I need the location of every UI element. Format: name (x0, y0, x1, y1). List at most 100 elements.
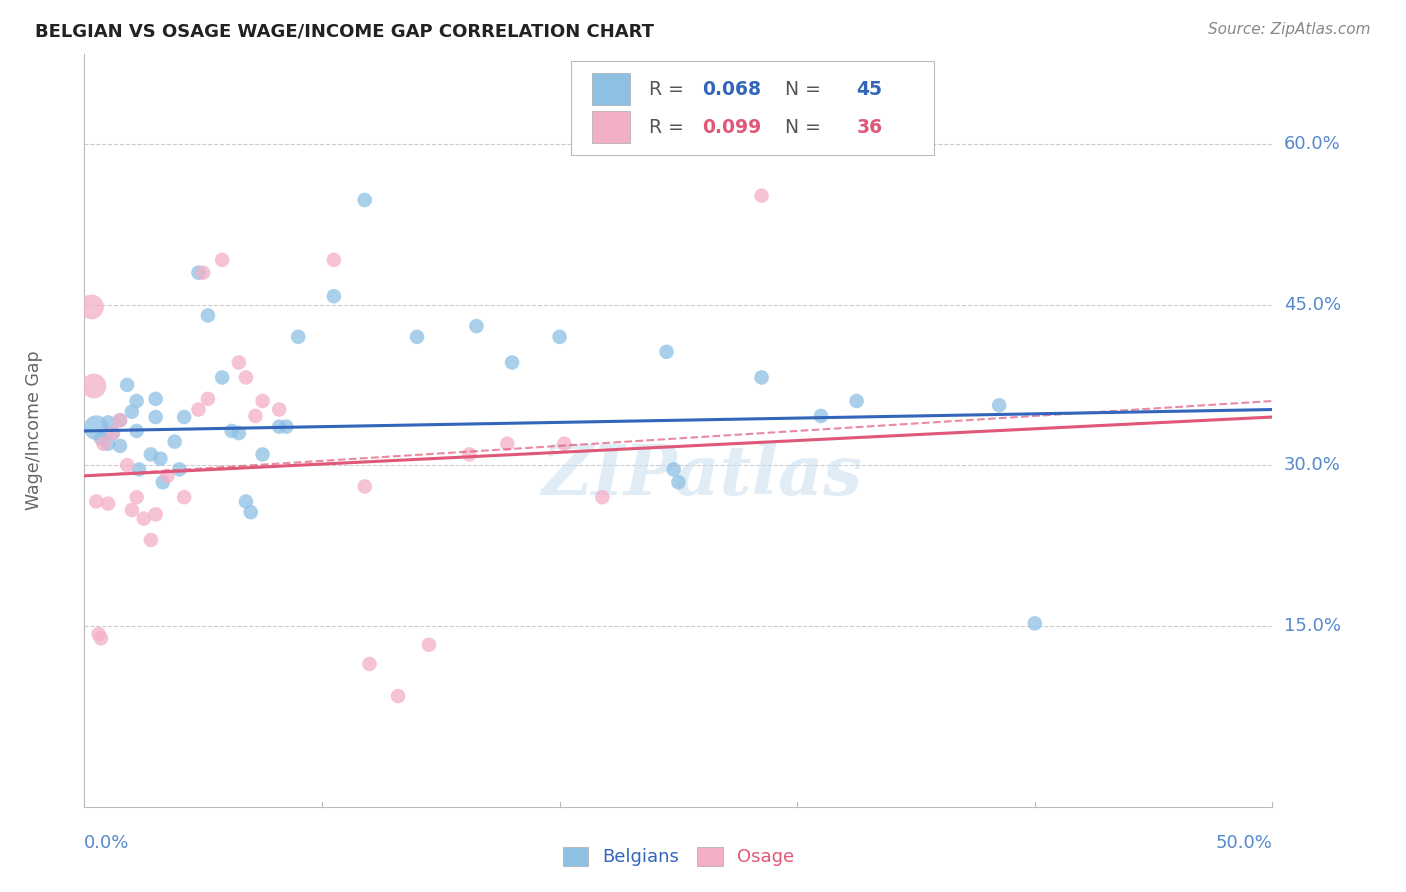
Point (197, 309, 219, 323)
Point (115, 458, 138, 472)
Point (211, 370, 233, 384)
Text: R =: R = (648, 79, 689, 99)
Point (235, 494, 257, 508)
Point (322, 289, 344, 303)
Point (139, 533, 162, 547)
Point (80, 300, 103, 314)
Point (269, 402, 291, 417)
Point (458, 447, 481, 461)
FancyBboxPatch shape (571, 61, 934, 155)
Text: Source: ZipAtlas.com: Source: ZipAtlas.com (1208, 22, 1371, 37)
Text: 15.0%: 15.0% (1284, 616, 1341, 634)
Point (211, 252, 233, 267)
FancyBboxPatch shape (592, 73, 630, 105)
Point (84, 494, 107, 508)
Point (108, 439, 131, 453)
Point (108, 413, 131, 427)
Point (553, 436, 575, 450)
Point (128, 462, 150, 476)
Point (90, 431, 112, 445)
Point (115, 378, 138, 392)
Point (988, 398, 1011, 412)
Point (125, 424, 148, 438)
Point (132, 511, 155, 525)
Point (139, 447, 162, 461)
Point (496, 436, 519, 450)
Point (145, 392, 167, 406)
Point (90, 632, 112, 646)
Point (187, 402, 209, 417)
Point (662, 462, 685, 476)
Point (751, 370, 773, 384)
Point (173, 410, 195, 425)
Text: R =: R = (648, 118, 689, 136)
Point (145, 410, 167, 425)
Point (149, 451, 172, 466)
Text: 45.0%: 45.0% (1284, 296, 1341, 314)
Text: 60.0%: 60.0% (1284, 136, 1340, 153)
Point (387, 689, 409, 703)
Point (751, 188, 773, 202)
Point (191, 266, 215, 280)
Point (93, 436, 115, 450)
FancyBboxPatch shape (592, 112, 630, 143)
Text: N =: N = (773, 79, 827, 99)
Legend: Belgians, Osage: Belgians, Osage (555, 839, 801, 873)
Point (252, 394, 274, 409)
Point (87, 627, 110, 641)
Point (322, 252, 344, 267)
Text: ZIPatlas: ZIPatlas (541, 442, 863, 509)
Point (465, 319, 488, 334)
Point (228, 425, 250, 440)
Point (197, 392, 219, 406)
Point (173, 490, 195, 504)
Point (548, 330, 571, 344)
Point (591, 490, 613, 504)
Point (245, 409, 267, 423)
Point (97, 436, 120, 450)
Text: 0.0%: 0.0% (84, 834, 129, 852)
Text: BELGIAN VS OSAGE WAGE/INCOME GAP CORRELATION CHART: BELGIAN VS OSAGE WAGE/INCOME GAP CORRELA… (35, 22, 654, 40)
Point (101, 425, 124, 440)
Text: 30.0%: 30.0% (1284, 456, 1340, 475)
Point (845, 394, 868, 409)
Point (1024, 616, 1046, 631)
Point (97, 497, 120, 511)
Point (655, 344, 678, 359)
Text: 0.068: 0.068 (702, 79, 761, 99)
Point (108, 413, 131, 427)
Point (121, 405, 143, 419)
Text: 36: 36 (856, 118, 883, 136)
Point (169, 462, 191, 476)
Point (406, 330, 429, 344)
Text: 50.0%: 50.0% (1216, 834, 1272, 852)
Point (810, 409, 832, 423)
Point (501, 355, 523, 369)
Point (239, 505, 262, 519)
Text: 0.099: 0.099 (702, 118, 762, 136)
Point (152, 475, 174, 490)
Point (101, 425, 124, 440)
Point (121, 503, 143, 517)
Point (145, 508, 167, 522)
Point (668, 475, 690, 490)
Point (228, 355, 250, 369)
Text: Wage/Income Gap: Wage/Income Gap (25, 351, 44, 510)
Point (269, 419, 291, 434)
Point (353, 193, 375, 207)
Point (125, 394, 148, 409)
Point (418, 638, 440, 652)
Text: N =: N = (773, 118, 827, 136)
Point (187, 266, 209, 280)
Point (353, 479, 375, 493)
Point (276, 419, 298, 434)
Point (163, 434, 186, 449)
Point (83, 379, 105, 393)
Point (359, 657, 381, 671)
Point (287, 330, 309, 344)
Point (235, 370, 257, 384)
Point (125, 490, 148, 504)
Text: 45: 45 (856, 79, 883, 99)
Point (97, 416, 120, 430)
Point (252, 447, 274, 461)
